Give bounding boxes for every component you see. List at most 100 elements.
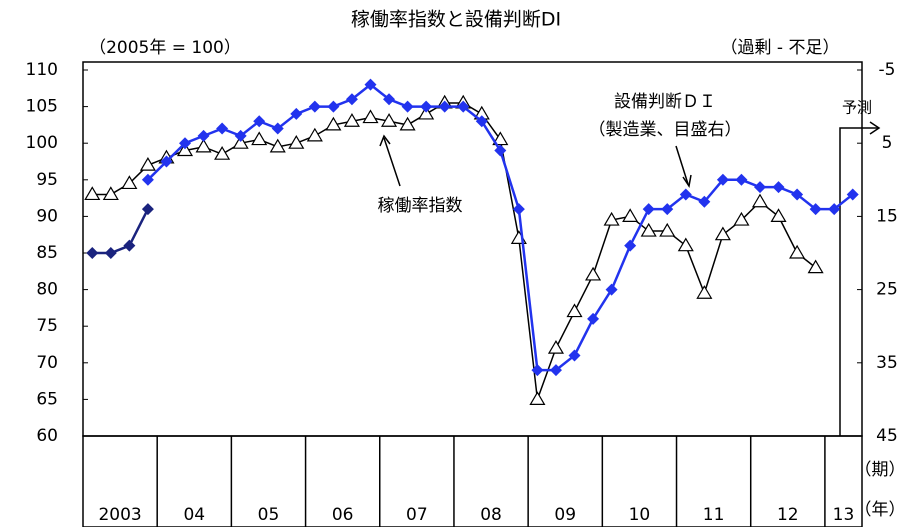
point xyxy=(362,109,379,124)
point xyxy=(828,203,841,216)
annotation: 設備判断ＤＩ xyxy=(614,92,716,112)
point xyxy=(642,203,655,216)
point xyxy=(716,173,729,186)
x-tick-label: 08 xyxy=(480,505,502,525)
point xyxy=(123,239,136,252)
x-tick-label: 10 xyxy=(629,505,651,525)
point xyxy=(566,303,583,318)
point xyxy=(343,113,360,127)
period-label: （期） xyxy=(855,460,906,480)
point xyxy=(622,208,639,222)
point xyxy=(401,100,414,113)
year-label: （年） xyxy=(855,500,906,520)
y2-tick-label: 35 xyxy=(876,353,898,373)
point xyxy=(512,203,525,216)
y-tick-label: 90 xyxy=(36,206,58,226)
x-tick-label: 06 xyxy=(332,505,354,525)
plot-frame xyxy=(82,61,863,437)
point xyxy=(308,100,321,113)
annotation-arrow xyxy=(383,137,401,187)
point xyxy=(659,222,676,237)
point xyxy=(714,226,731,241)
y-tick-label: 95 xyxy=(36,170,58,190)
y-tick-label: 60 xyxy=(36,426,58,446)
point xyxy=(102,186,119,201)
x-tick-label: 13 xyxy=(833,505,855,525)
point xyxy=(288,135,305,149)
point xyxy=(568,349,581,362)
point xyxy=(494,144,507,157)
point xyxy=(791,188,804,201)
point xyxy=(587,312,600,325)
forecast-arrow-head xyxy=(869,121,881,135)
point xyxy=(807,259,824,274)
y2-tick-label: 15 xyxy=(876,206,898,226)
point xyxy=(104,247,117,259)
point xyxy=(216,122,229,135)
point xyxy=(160,155,173,168)
point xyxy=(121,175,138,190)
y2-tick-label: 45 xyxy=(876,426,898,446)
point xyxy=(269,138,286,153)
x-tick-label: 09 xyxy=(554,505,576,525)
y-tick-label: 110 xyxy=(26,60,58,80)
point xyxy=(214,145,231,160)
point xyxy=(195,138,212,153)
series-line xyxy=(92,208,150,255)
point xyxy=(325,116,342,131)
y-tick-label: 70 xyxy=(36,353,58,373)
point xyxy=(531,364,544,377)
point xyxy=(399,116,416,131)
point xyxy=(809,203,822,216)
point xyxy=(86,247,99,259)
y-axis-label: （2005年 = 100） xyxy=(89,38,241,58)
point xyxy=(529,391,546,405)
point xyxy=(383,93,396,106)
forecast-bracket xyxy=(839,127,878,436)
y-tick-label: 105 xyxy=(26,97,58,117)
y2-tick-label: 25 xyxy=(876,280,898,300)
point xyxy=(364,78,377,91)
point xyxy=(232,135,249,149)
point xyxy=(345,93,358,106)
point xyxy=(271,122,284,135)
x-tick-label: 12 xyxy=(777,505,799,525)
point xyxy=(141,173,154,186)
point xyxy=(735,173,748,186)
y2-tick-label: -5 xyxy=(879,60,896,80)
annotation: 稼働率指数 xyxy=(378,196,463,216)
point xyxy=(438,100,451,113)
y-tick-label: 75 xyxy=(36,316,58,336)
point xyxy=(176,142,194,157)
point xyxy=(253,115,266,128)
point xyxy=(770,208,787,222)
forecast-label: 予測 xyxy=(842,99,872,117)
point xyxy=(457,100,470,113)
y-tick-label: 65 xyxy=(36,389,58,409)
point xyxy=(733,211,750,226)
x-tick-label: 07 xyxy=(406,505,428,525)
annotation-arrow-head xyxy=(379,134,391,147)
point xyxy=(327,100,340,113)
point xyxy=(290,107,303,120)
point xyxy=(84,186,101,201)
annotation: （製造業、目盛右） xyxy=(589,120,742,140)
annotation-arrow-head xyxy=(682,174,692,188)
point xyxy=(380,113,398,127)
point xyxy=(698,195,711,208)
x-tick-label: 11 xyxy=(703,505,725,525)
period-frame xyxy=(82,435,863,527)
point xyxy=(234,129,247,142)
annotation-arrow xyxy=(675,145,689,185)
point xyxy=(624,239,637,252)
point xyxy=(772,181,785,194)
point xyxy=(640,222,657,237)
point xyxy=(549,364,562,377)
x-tick-label: 2003 xyxy=(98,505,141,525)
point xyxy=(179,137,192,150)
point xyxy=(753,181,766,194)
point xyxy=(679,188,692,201)
point xyxy=(696,285,713,299)
y2-axis-label: （過剰 - 不足） xyxy=(721,38,840,58)
